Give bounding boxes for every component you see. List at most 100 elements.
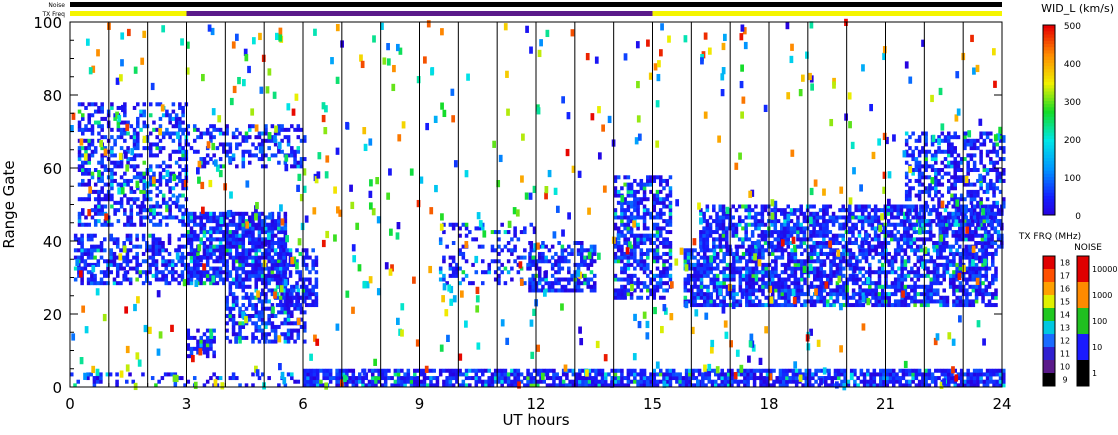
data-cell [170,266,175,271]
data-cell [904,211,909,216]
data-cell [129,208,134,213]
data-cell [854,222,858,227]
data-cell [377,379,381,384]
data-cell [205,350,210,355]
data-cell [906,230,910,235]
data-cell [503,230,508,235]
data-cell [168,197,172,202]
data-cell [708,222,713,227]
data-cell [165,222,169,227]
data-cell [288,248,293,253]
data-cell [900,270,904,275]
data-cell [222,237,226,242]
data-cell [721,244,726,249]
data-cell [267,266,271,271]
data-cell [927,222,932,227]
data-cell [136,146,140,151]
data-cell [174,175,179,180]
data-cell [222,251,226,256]
data-cell [858,259,862,264]
data-cell [100,204,104,209]
data-cell [560,255,565,260]
data-cell [984,284,989,289]
data-cell [225,321,229,326]
data-cell [699,292,704,297]
data-cell [951,219,956,224]
data-cell [231,244,236,249]
data-cell [910,277,914,282]
data-cell [812,211,816,216]
data-cell [783,281,788,286]
data-cell [222,146,226,151]
data-cell [970,219,975,224]
data-cell [235,321,239,326]
data-cell [750,233,755,238]
data-cell [982,138,987,143]
data-cell [963,131,967,136]
data-cell [264,299,268,304]
data-cell [971,255,976,260]
data-cell [196,233,200,238]
data-cell [196,266,200,271]
data-cell [99,255,104,260]
data-cell [267,251,271,256]
data-cell [816,251,820,256]
data-cell [911,215,915,220]
data-cell [199,241,203,246]
data-cell [109,255,114,260]
data-cell [81,113,85,118]
data-cell [725,251,730,256]
data-cell [626,266,631,271]
data-cell [299,157,304,162]
data-cell [705,208,710,213]
data-cell [985,197,990,202]
data-cell [902,230,907,235]
data-cell [119,127,124,132]
data-cell [406,376,411,381]
data-cell [155,102,159,107]
data-cell [138,273,143,278]
data-cell [251,226,255,231]
data-cell [913,284,917,289]
data-cell [199,262,203,267]
data-cell [860,204,865,209]
data-cell [937,189,941,194]
data-cell [828,204,833,209]
data-cell [490,376,495,381]
data-cell [951,233,956,238]
data-cell [994,303,998,308]
data-cell [314,295,319,300]
data-cell [686,277,691,282]
data-cell [655,193,660,198]
data-cell [668,204,673,209]
data-cell [842,295,846,300]
data-cell [458,266,462,271]
data-cell [186,354,191,359]
data-cell [241,211,246,216]
data-cell [299,284,304,289]
data-cell [228,255,233,260]
data-cell [968,299,972,304]
data-cell [737,204,742,209]
data-cell [225,299,229,304]
data-cell [693,266,697,271]
data-cell [626,255,631,260]
data-cell [813,251,817,256]
data-cell [280,292,284,297]
data-cell [222,131,226,136]
data-cell [934,193,938,198]
data-cell [978,255,982,260]
data-cell [966,222,970,227]
data-cell [789,211,794,216]
data-cell [761,288,765,293]
data-cell [880,270,885,275]
data-cell [202,339,207,344]
data-cell [770,292,775,297]
data-cell [136,124,140,129]
data-cell [921,204,925,209]
data-cell [732,266,736,271]
data-cell [199,277,203,282]
data-cell [819,248,824,253]
data-cell [913,281,917,286]
